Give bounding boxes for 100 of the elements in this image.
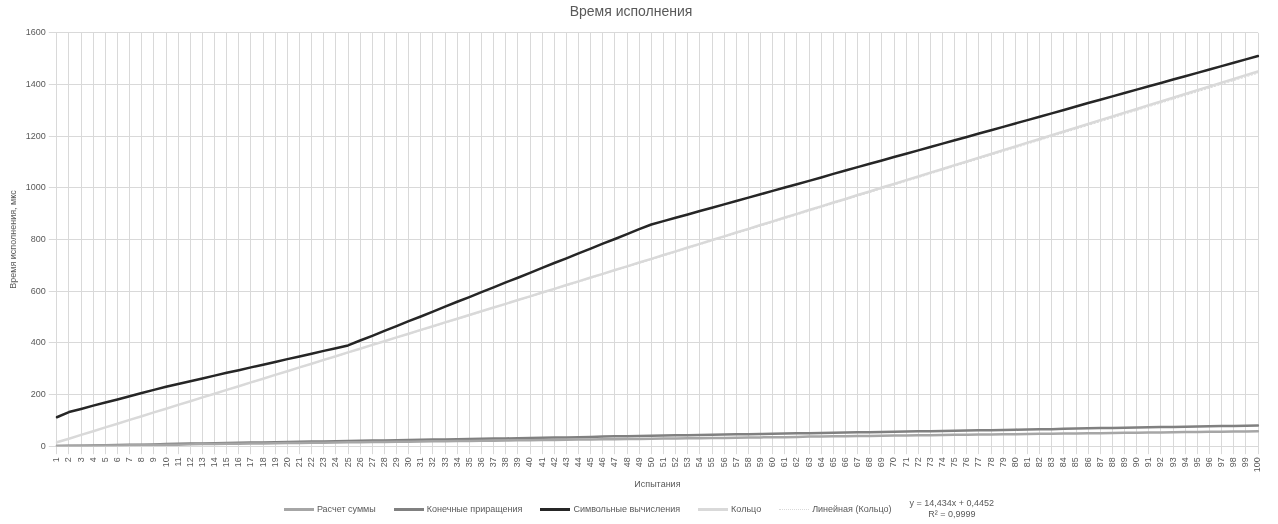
x-tick-label: 12 bbox=[184, 457, 195, 468]
x-tick-label: 92 bbox=[1155, 457, 1166, 468]
x-tick-label: 64 bbox=[815, 457, 826, 468]
x-tick-label: 31 bbox=[415, 457, 426, 468]
x-tick-label: 76 bbox=[961, 457, 972, 468]
legend-label: Конечные приращения bbox=[426, 504, 523, 514]
x-tick-label: 78 bbox=[985, 457, 996, 468]
x-tick-label: 46 bbox=[597, 457, 608, 468]
x-tick-label: 28 bbox=[378, 457, 389, 468]
x-tick-label: 7 bbox=[124, 457, 135, 463]
x-tick-label: 66 bbox=[839, 457, 850, 468]
x-tick-label: 88 bbox=[1106, 457, 1117, 468]
x-tick-label: 97 bbox=[1216, 457, 1227, 468]
legend-label: Символьные вычисления bbox=[573, 504, 681, 514]
x-tick-label: 3 bbox=[75, 457, 86, 463]
x-axis-title: Испытания bbox=[634, 479, 681, 490]
x-tick-label: 61 bbox=[779, 457, 790, 468]
x-tick-label: 33 bbox=[439, 457, 450, 468]
x-tick-label: 18 bbox=[257, 457, 268, 468]
x-tick-label: 65 bbox=[827, 457, 838, 468]
x-tick-label: 32 bbox=[427, 457, 438, 468]
x-tick-label: 49 bbox=[633, 457, 644, 468]
x-tick-label: 51 bbox=[657, 457, 668, 468]
y-tick-label: 800 bbox=[30, 233, 46, 244]
x-tick-label: 89 bbox=[1119, 457, 1130, 468]
x-tick-label: 39 bbox=[512, 457, 523, 468]
x-tick-label: 79 bbox=[997, 457, 1008, 468]
x-tick-label: 50 bbox=[645, 457, 656, 468]
y-tick-label: 1200 bbox=[25, 130, 46, 141]
y-axis-title: Время исполнения, мкс bbox=[7, 189, 18, 289]
x-tick-label: 63 bbox=[803, 457, 814, 468]
x-tick-label: 69 bbox=[876, 457, 887, 468]
x-tick-label: 53 bbox=[682, 457, 693, 468]
x-tick-label: 14 bbox=[209, 457, 220, 468]
x-tick-label: 36 bbox=[475, 457, 486, 468]
x-tick-label: 29 bbox=[391, 457, 402, 468]
x-tick-label: 15 bbox=[221, 457, 232, 468]
x-tick-label: 82 bbox=[1034, 457, 1045, 468]
x-tick-label: 34 bbox=[451, 457, 462, 468]
y-tick-label: 0 bbox=[40, 440, 46, 451]
x-tick-label: 42 bbox=[548, 457, 559, 468]
x-tick-label: 1 bbox=[51, 457, 62, 463]
x-tick-label: 9 bbox=[148, 457, 159, 463]
x-tick-label: 75 bbox=[949, 457, 960, 468]
x-tick-label: 43 bbox=[560, 457, 571, 468]
x-tick-label: 30 bbox=[403, 457, 414, 468]
x-tick-label: 94 bbox=[1179, 457, 1190, 468]
x-tick-label: 58 bbox=[742, 457, 753, 468]
x-tick-label: 71 bbox=[900, 457, 911, 468]
y-tick-label: 200 bbox=[30, 389, 46, 399]
x-tick-label: 23 bbox=[318, 457, 329, 468]
x-tick-label: 41 bbox=[536, 457, 547, 468]
x-tick-label: 22 bbox=[306, 457, 317, 468]
x-tick-label: 86 bbox=[1082, 457, 1093, 468]
x-tick-label: 2 bbox=[63, 457, 74, 463]
x-tick-label: 91 bbox=[1143, 457, 1154, 468]
x-tick-label: 80 bbox=[1009, 457, 1020, 468]
x-tick-label: 16 bbox=[233, 457, 244, 468]
x-tick-label: 98 bbox=[1228, 457, 1239, 468]
x-tick-label: 70 bbox=[888, 457, 899, 468]
x-tick-label: 10 bbox=[160, 457, 171, 468]
x-tick-label: 62 bbox=[791, 457, 802, 468]
y-tick-label: 1400 bbox=[25, 78, 46, 89]
y-tick-label: 1000 bbox=[25, 182, 46, 193]
x-tick-label: 37 bbox=[488, 457, 499, 468]
x-tick-label: 24 bbox=[330, 457, 341, 468]
x-tick-label: 74 bbox=[937, 457, 948, 468]
x-tick-label: 48 bbox=[621, 457, 632, 468]
x-tick-label: 54 bbox=[694, 457, 705, 468]
y-tick-label: 1600 bbox=[25, 27, 46, 38]
x-tick-label: 87 bbox=[1094, 457, 1105, 468]
x-tick-label: 8 bbox=[136, 457, 147, 463]
x-tick-label: 55 bbox=[706, 457, 717, 468]
x-tick-label: 73 bbox=[924, 457, 935, 468]
x-tick-label: 83 bbox=[1046, 457, 1057, 468]
text: y = 14,434x + 0,4452 R² = 0,9999 bbox=[909, 498, 995, 520]
x-tick-label: 38 bbox=[500, 457, 511, 468]
x-tick-label: 11 bbox=[172, 457, 183, 467]
x-tick-label: 40 bbox=[524, 457, 535, 468]
x-tick-label: 25 bbox=[342, 457, 353, 468]
y-tick-label: 600 bbox=[30, 285, 46, 296]
x-tick-label: 81 bbox=[1021, 457, 1032, 468]
x-tick-label: 19 bbox=[269, 457, 280, 468]
x-tick-label: 85 bbox=[1070, 457, 1081, 468]
x-tick-label: 13 bbox=[196, 457, 207, 468]
x-tick-label: 27 bbox=[366, 457, 377, 468]
x-tick-label: 72 bbox=[912, 457, 923, 468]
x-tick-label: 99 bbox=[1240, 457, 1251, 468]
legend-label: Линейная (Кольцо) bbox=[812, 504, 892, 514]
x-tick-label: 90 bbox=[1131, 457, 1142, 468]
x-tick-label: 52 bbox=[670, 457, 681, 468]
x-tick-label: 26 bbox=[354, 457, 365, 468]
y-tick-label: 400 bbox=[30, 337, 46, 348]
x-tick-label: 17 bbox=[245, 457, 256, 468]
x-tick-label: 93 bbox=[1167, 457, 1178, 468]
chart-title: Время исполнения bbox=[569, 3, 693, 20]
x-tick-label: 45 bbox=[585, 457, 596, 468]
x-tick-label: 6 bbox=[111, 457, 122, 463]
legend-label: Кольцо bbox=[731, 504, 762, 514]
x-tick-label: 47 bbox=[609, 457, 620, 468]
